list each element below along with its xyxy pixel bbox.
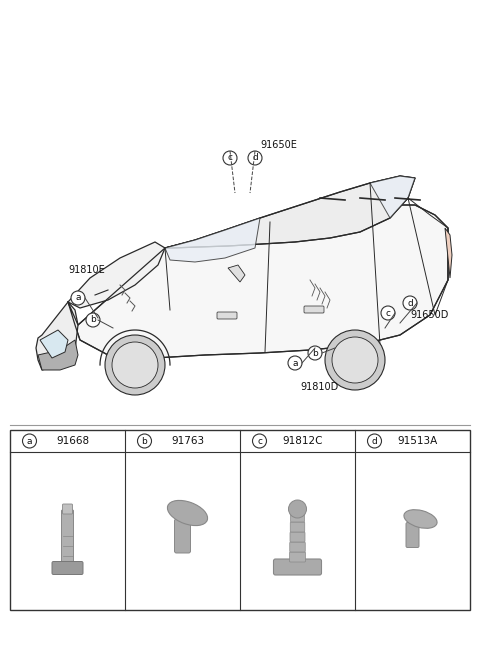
Bar [10,430,470,610]
Circle shape [381,306,395,320]
FancyBboxPatch shape [274,559,322,575]
Circle shape [86,313,100,327]
Polygon shape [165,218,260,262]
Circle shape [252,434,266,448]
Text: b: b [90,316,96,325]
FancyBboxPatch shape [304,306,324,313]
Polygon shape [36,302,78,370]
FancyBboxPatch shape [175,519,191,553]
Polygon shape [165,176,415,248]
Text: b: b [312,348,318,358]
Circle shape [137,434,152,448]
Polygon shape [68,205,448,358]
FancyBboxPatch shape [61,510,73,567]
Circle shape [112,342,158,388]
FancyBboxPatch shape [290,522,305,532]
Text: d: d [252,154,258,163]
Circle shape [105,335,165,395]
Polygon shape [40,330,68,358]
Text: 91668: 91668 [56,436,89,446]
Text: c: c [228,154,232,163]
Polygon shape [445,228,452,278]
Ellipse shape [168,501,207,525]
Circle shape [288,356,302,370]
Circle shape [368,434,382,448]
Text: 91763: 91763 [171,436,204,446]
Text: 91650D: 91650D [410,310,448,320]
Circle shape [288,500,307,518]
Text: a: a [292,358,298,367]
Circle shape [223,151,237,165]
Circle shape [23,434,36,448]
Text: 91650E: 91650E [260,140,297,150]
Circle shape [71,291,85,305]
FancyBboxPatch shape [217,312,237,319]
Polygon shape [38,340,78,370]
Text: d: d [407,298,413,308]
FancyBboxPatch shape [289,552,305,562]
Circle shape [332,337,378,383]
Text: d: d [372,436,377,445]
Text: 91812C: 91812C [282,436,323,446]
Polygon shape [228,265,245,282]
Polygon shape [68,242,165,308]
Text: a: a [75,293,81,302]
Circle shape [308,346,322,360]
FancyBboxPatch shape [406,522,419,548]
Text: 91810D: 91810D [300,382,338,392]
Text: c: c [385,308,391,318]
Text: a: a [27,436,32,445]
Circle shape [403,296,417,310]
FancyBboxPatch shape [290,542,305,552]
Text: b: b [142,436,147,445]
Circle shape [325,330,385,390]
Text: c: c [257,436,262,445]
Text: 91513A: 91513A [397,436,438,446]
FancyBboxPatch shape [62,504,72,514]
FancyBboxPatch shape [52,562,83,575]
Ellipse shape [404,510,437,528]
Text: 91810E: 91810E [68,265,105,275]
Polygon shape [370,176,415,218]
FancyBboxPatch shape [290,512,304,522]
FancyBboxPatch shape [290,532,305,542]
Circle shape [248,151,262,165]
